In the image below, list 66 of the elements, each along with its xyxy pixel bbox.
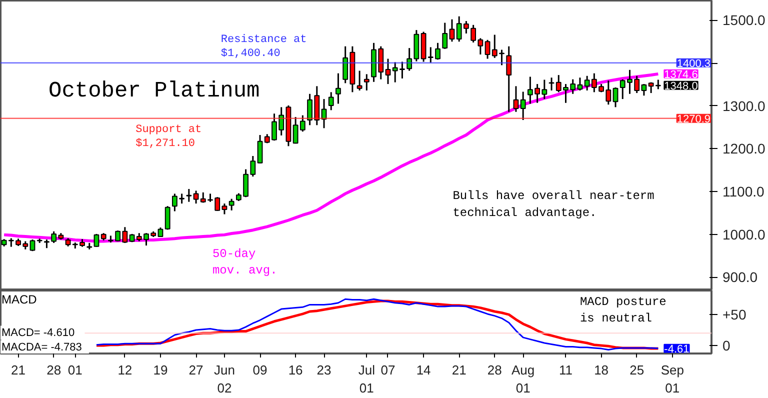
- x-tick-label: 21: [452, 362, 466, 378]
- candlestick: [356, 70, 362, 92]
- candlestick: [484, 39, 490, 60]
- ref-line-label: 1400.3: [676, 58, 711, 70]
- candlestick: [222, 202, 228, 215]
- x-tick-label: 14: [416, 362, 431, 378]
- candlestick: [442, 22, 448, 50]
- x-tick-label: Sep 01: [660, 362, 684, 396]
- candlestick: [193, 190, 199, 204]
- data-label: 1374.6: [664, 68, 698, 81]
- candlestick: [164, 205, 170, 230]
- y-tick-label: 1100.0: [722, 184, 764, 200]
- x-tick-label: Jul 01: [358, 362, 376, 396]
- x-tick-label: 12: [118, 362, 132, 378]
- x-tick-label: 27: [188, 362, 204, 378]
- candlestick: [158, 226, 164, 238]
- y-tick-label: +50: [722, 306, 746, 323]
- x-tick-label: 09: [252, 362, 268, 378]
- candlestick: [257, 134, 263, 164]
- series-label: 50-day mov. avg.: [212, 246, 278, 278]
- chart-title: MACD: [2, 292, 38, 306]
- candlestick: [449, 18, 455, 42]
- x-tick-label: 28: [487, 362, 502, 378]
- candlestick: [186, 188, 192, 203]
- candlestick: [336, 72, 341, 104]
- x-tick-label: 01: [68, 362, 82, 378]
- candlestick: [94, 233, 100, 248]
- candlestick: [641, 83, 647, 96]
- x-tick-label: 16: [288, 362, 303, 378]
- x-tick-label: Jun 02: [214, 362, 235, 396]
- text: October Platinum: [48, 78, 260, 104]
- y-tick-label: 0: [722, 337, 730, 354]
- annotation: MACDA= -4.783: [2, 341, 82, 354]
- x-tick-label: 19: [153, 362, 168, 378]
- candlestick: [328, 91, 334, 111]
- x-tick-label: 11: [558, 362, 572, 378]
- y-tick-label: 1300.0: [722, 98, 766, 114]
- candlestick: [30, 238, 36, 252]
- x-tick-label: 25: [630, 362, 644, 378]
- x-tick-label: 18: [594, 362, 609, 378]
- data-label: -4.61: [664, 343, 690, 356]
- x-tick-label: 28: [46, 362, 62, 378]
- annotation: MACD= -4.610: [2, 326, 75, 339]
- y-tick-label: 1500.0: [722, 12, 766, 28]
- text: 1348.0: [664, 80, 698, 92]
- annotation: MACD posture is neutral: [580, 294, 666, 326]
- candlestick: [513, 85, 519, 113]
- candlestick: [364, 73, 370, 92]
- candlestick: [548, 76, 554, 92]
- candlestick: [577, 76, 583, 92]
- y-tick-label: 1200.0: [722, 140, 766, 157]
- candlestick: [612, 86, 618, 108]
- candlestick: [228, 198, 234, 212]
- ref-line-label: 1270.9: [676, 113, 711, 126]
- candlestick: [520, 90, 526, 121]
- x-tick-label: 21: [11, 362, 26, 378]
- annotation: Bulls have overall near-term technical advantage.: [452, 189, 654, 220]
- candlestick: [385, 58, 391, 85]
- annotation: Support at $1,271.10: [136, 124, 202, 150]
- x-tick-label: Aug 01: [512, 362, 535, 396]
- x-tick-label: 07: [380, 362, 396, 378]
- y-tick-label: 900.0: [722, 269, 758, 286]
- y-tick-label: 1000.0: [722, 226, 766, 242]
- candlestick: [506, 46, 512, 113]
- annotation: Resistance at $1,400.40: [220, 34, 307, 60]
- x-tick-label: 23: [316, 362, 332, 378]
